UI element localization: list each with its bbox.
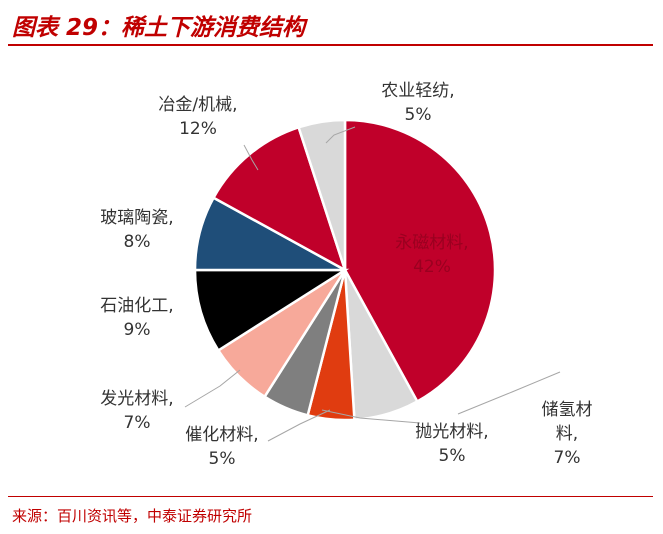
source-divider [8,496,653,497]
slice-label: 催化材料, 5% [185,425,258,469]
pie-slice [297,118,347,271]
title-divider [8,44,653,46]
leader-line [321,409,421,424]
leader-line [267,409,331,442]
source-note: 来源：百川资讯等，中泰证券研究所 [12,507,253,525]
leader-line [243,144,259,171]
slice-label: 冶金/机械, 12% [158,95,237,139]
slice-label: 发光材料, 7% [100,389,173,433]
leader-line [184,369,241,408]
slice-label: 抛光材料, 5% [415,422,488,466]
slice-label: 玻璃陶瓷, 8% [100,208,173,252]
leader-line [457,371,561,415]
pie-chart: 永磁材料, 42% 储氢材料, 7% 抛光材料, 5% 催化材料, 5% 发光材料, 7% 石油化工… [0,48,663,488]
slice-label: 农业轻纺, 5% [381,81,454,125]
slice-label: 永磁材料, 42% [395,233,468,277]
pie-slice [193,268,350,353]
slice-label: 石油化工, 9% [100,296,173,340]
pie-chart-svg: 永磁材料, 42% 储氢材料, 7% 抛光材料, 5% 催化材料, 5% 发光材料, 7% 石油化工… [100,81,593,469]
title-bar: 图表 29：稀土下游消费结构 [0,0,663,46]
leader-line [325,126,356,144]
slice-label: 储氢材料, 7% [542,400,593,468]
chart-title: 图表 29：稀土下游消费结构 [12,15,306,41]
pie-slice [343,118,497,404]
